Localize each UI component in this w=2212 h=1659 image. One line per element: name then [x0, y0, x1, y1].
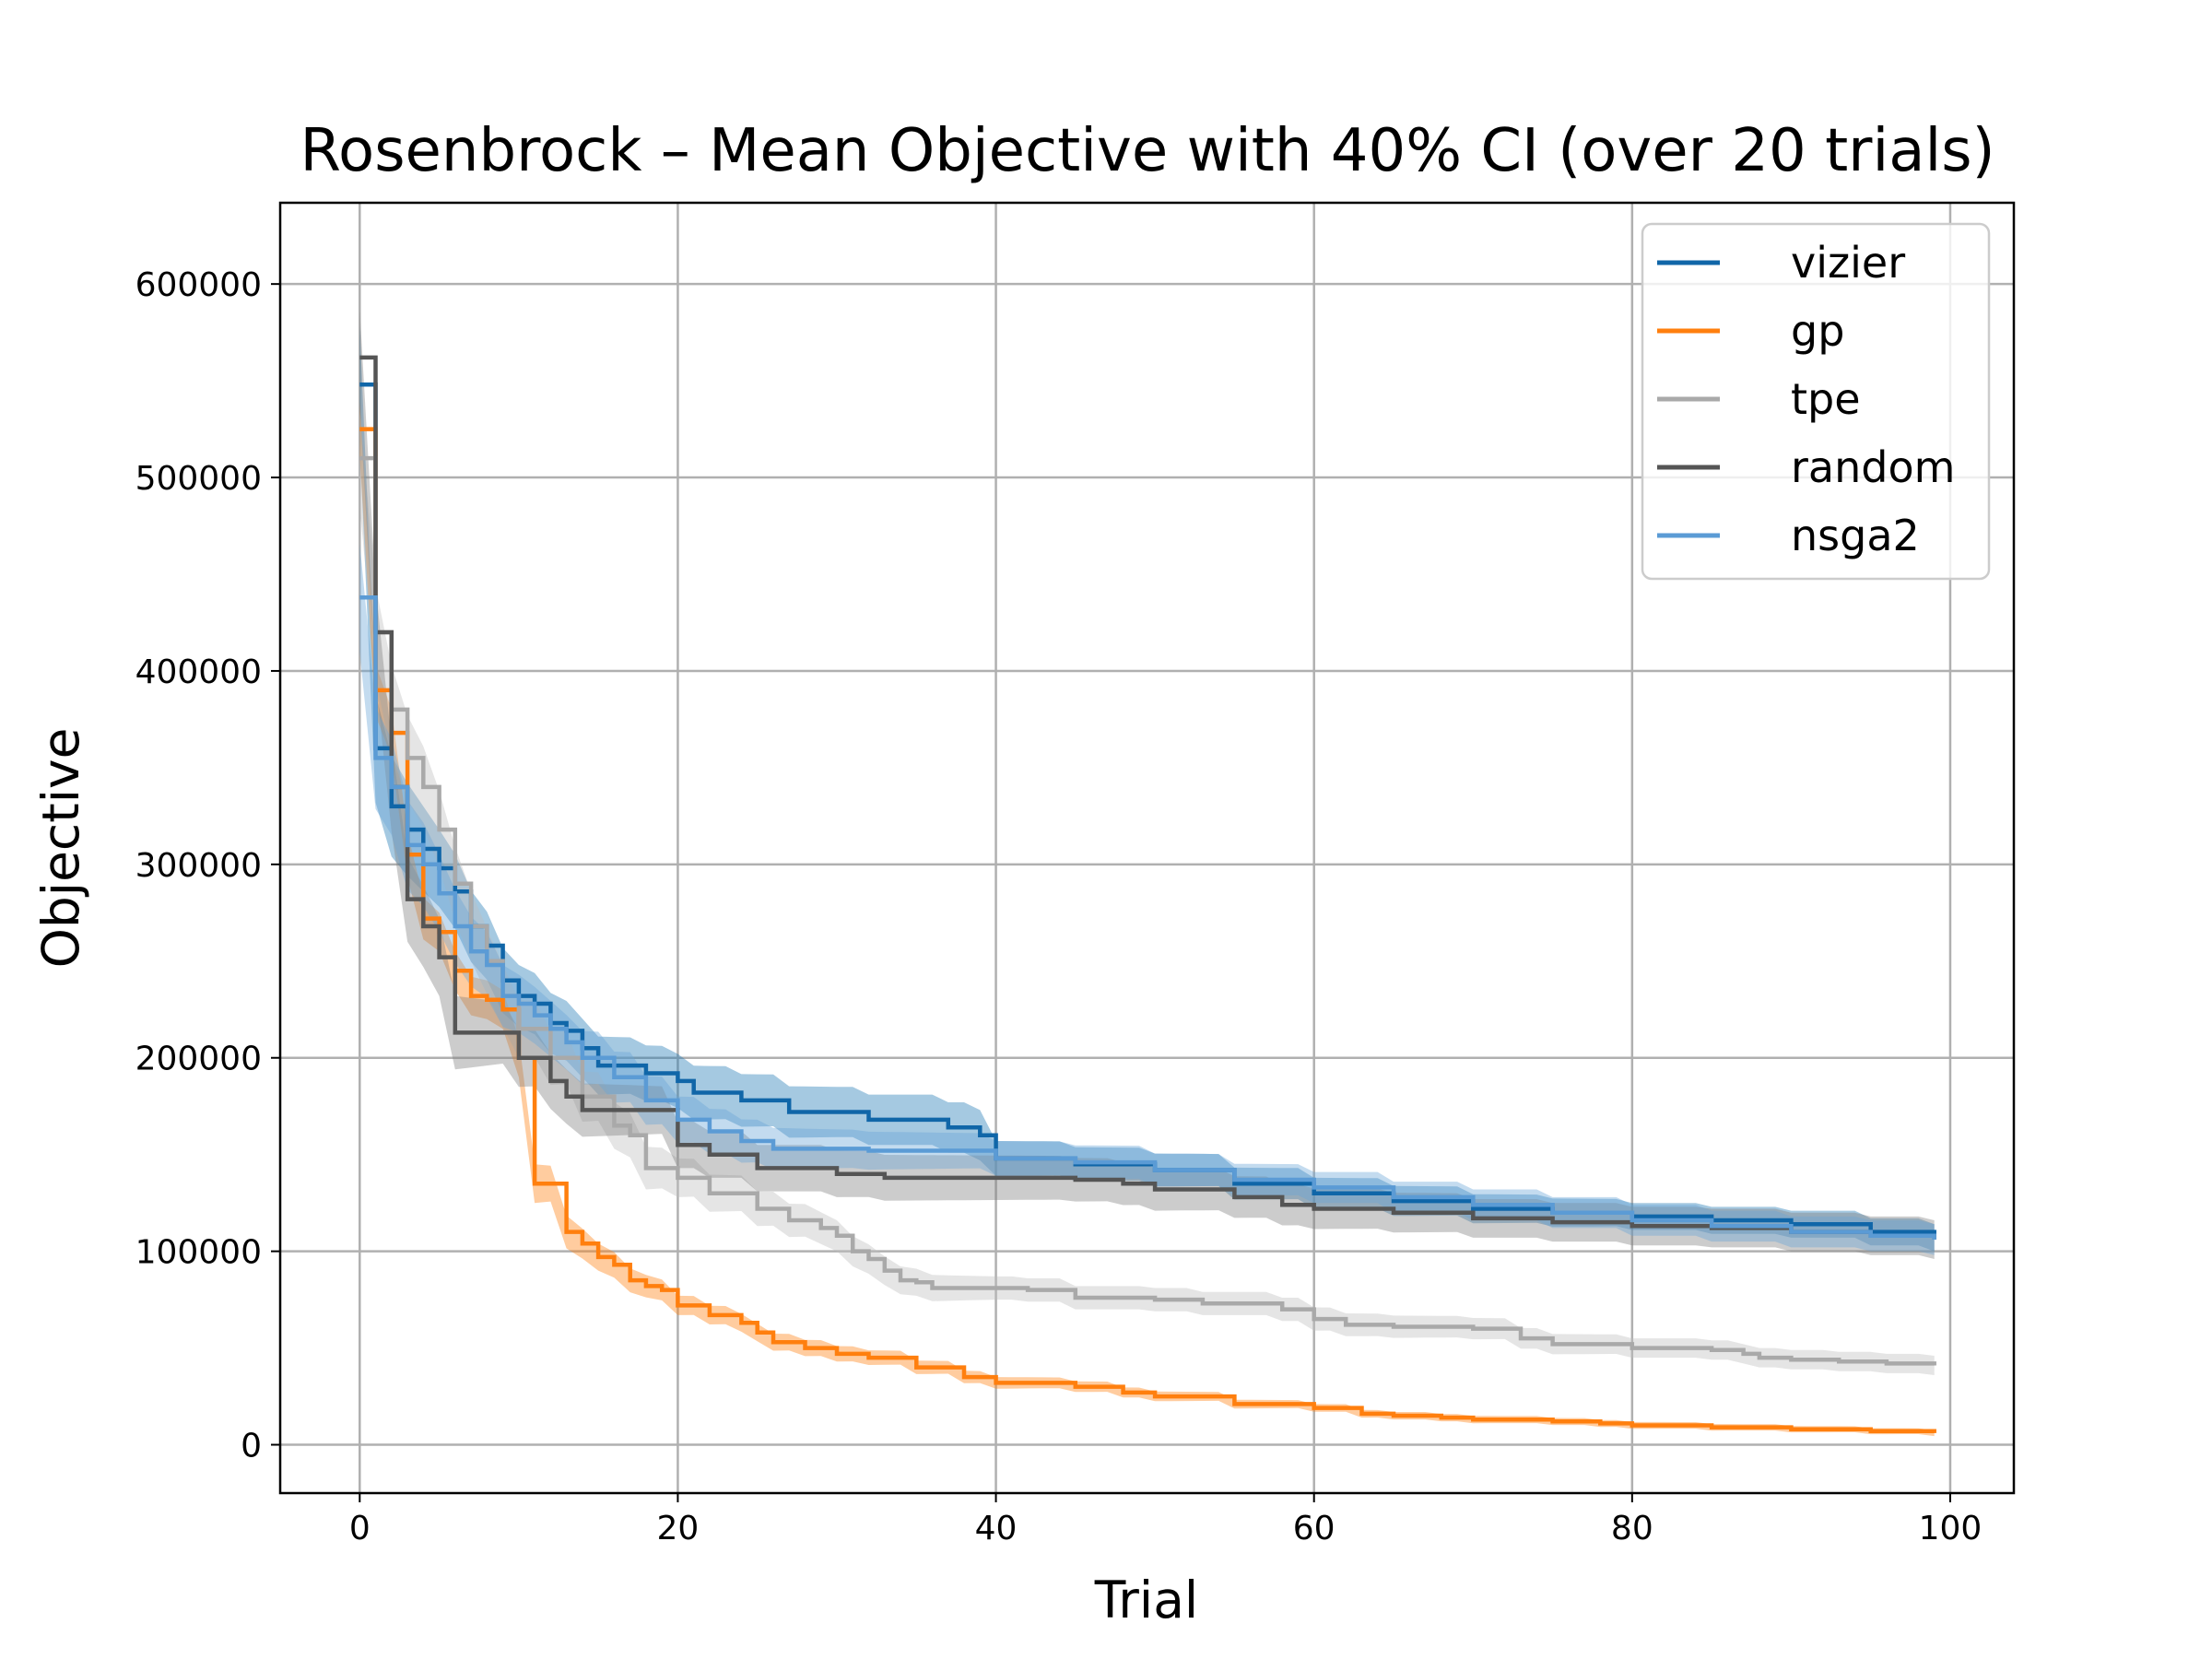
y-tick-label: 200000 [135, 1041, 262, 1078]
x-tick-label: 100 [1919, 1510, 1983, 1547]
legend-label-random: random [1791, 442, 1955, 492]
y-tick-label: 0 [241, 1428, 262, 1465]
legend-label-gp: gp [1791, 306, 1844, 356]
x-tick-label: 0 [349, 1510, 371, 1547]
legend-label-vizier: vizier [1791, 238, 1905, 288]
x-axis-label: Trial [1094, 1571, 1198, 1630]
y-axis-label: Objective [31, 728, 90, 969]
y-tick-label: 100000 [135, 1234, 262, 1272]
x-tick-label: 80 [1611, 1510, 1653, 1547]
y-tick-label: 500000 [135, 460, 262, 498]
series-line-nsga2 [359, 594, 1936, 1240]
legend-label-nsga2: nsga2 [1791, 511, 1920, 560]
legend: vizier gp tpe random nsga2 [1641, 222, 1991, 581]
x-tick-label: 40 [975, 1510, 1018, 1547]
series-line-tpe [359, 455, 1936, 1366]
legend-box [1641, 222, 1991, 581]
series-line-gp [359, 427, 1936, 1434]
series-line-random [359, 355, 1936, 1240]
legend-label-tpe: tpe [1791, 374, 1861, 424]
x-tick-label: 20 [657, 1510, 700, 1547]
plot-frame [278, 201, 2016, 1495]
series-lines [359, 355, 1936, 1434]
x-tick-label: 60 [1293, 1510, 1335, 1547]
y-tick-label: 300000 [135, 847, 262, 885]
y-tick-label: 600000 [135, 266, 262, 304]
chart-title: Rosenbrock – Mean Objective with 40% CI … [300, 117, 1994, 185]
axis-ticks: 0 20 40 60 80 100 0 100000 200000 300000 400000 500… [135, 266, 1983, 1547]
y-tick-label: 400000 [135, 653, 262, 691]
